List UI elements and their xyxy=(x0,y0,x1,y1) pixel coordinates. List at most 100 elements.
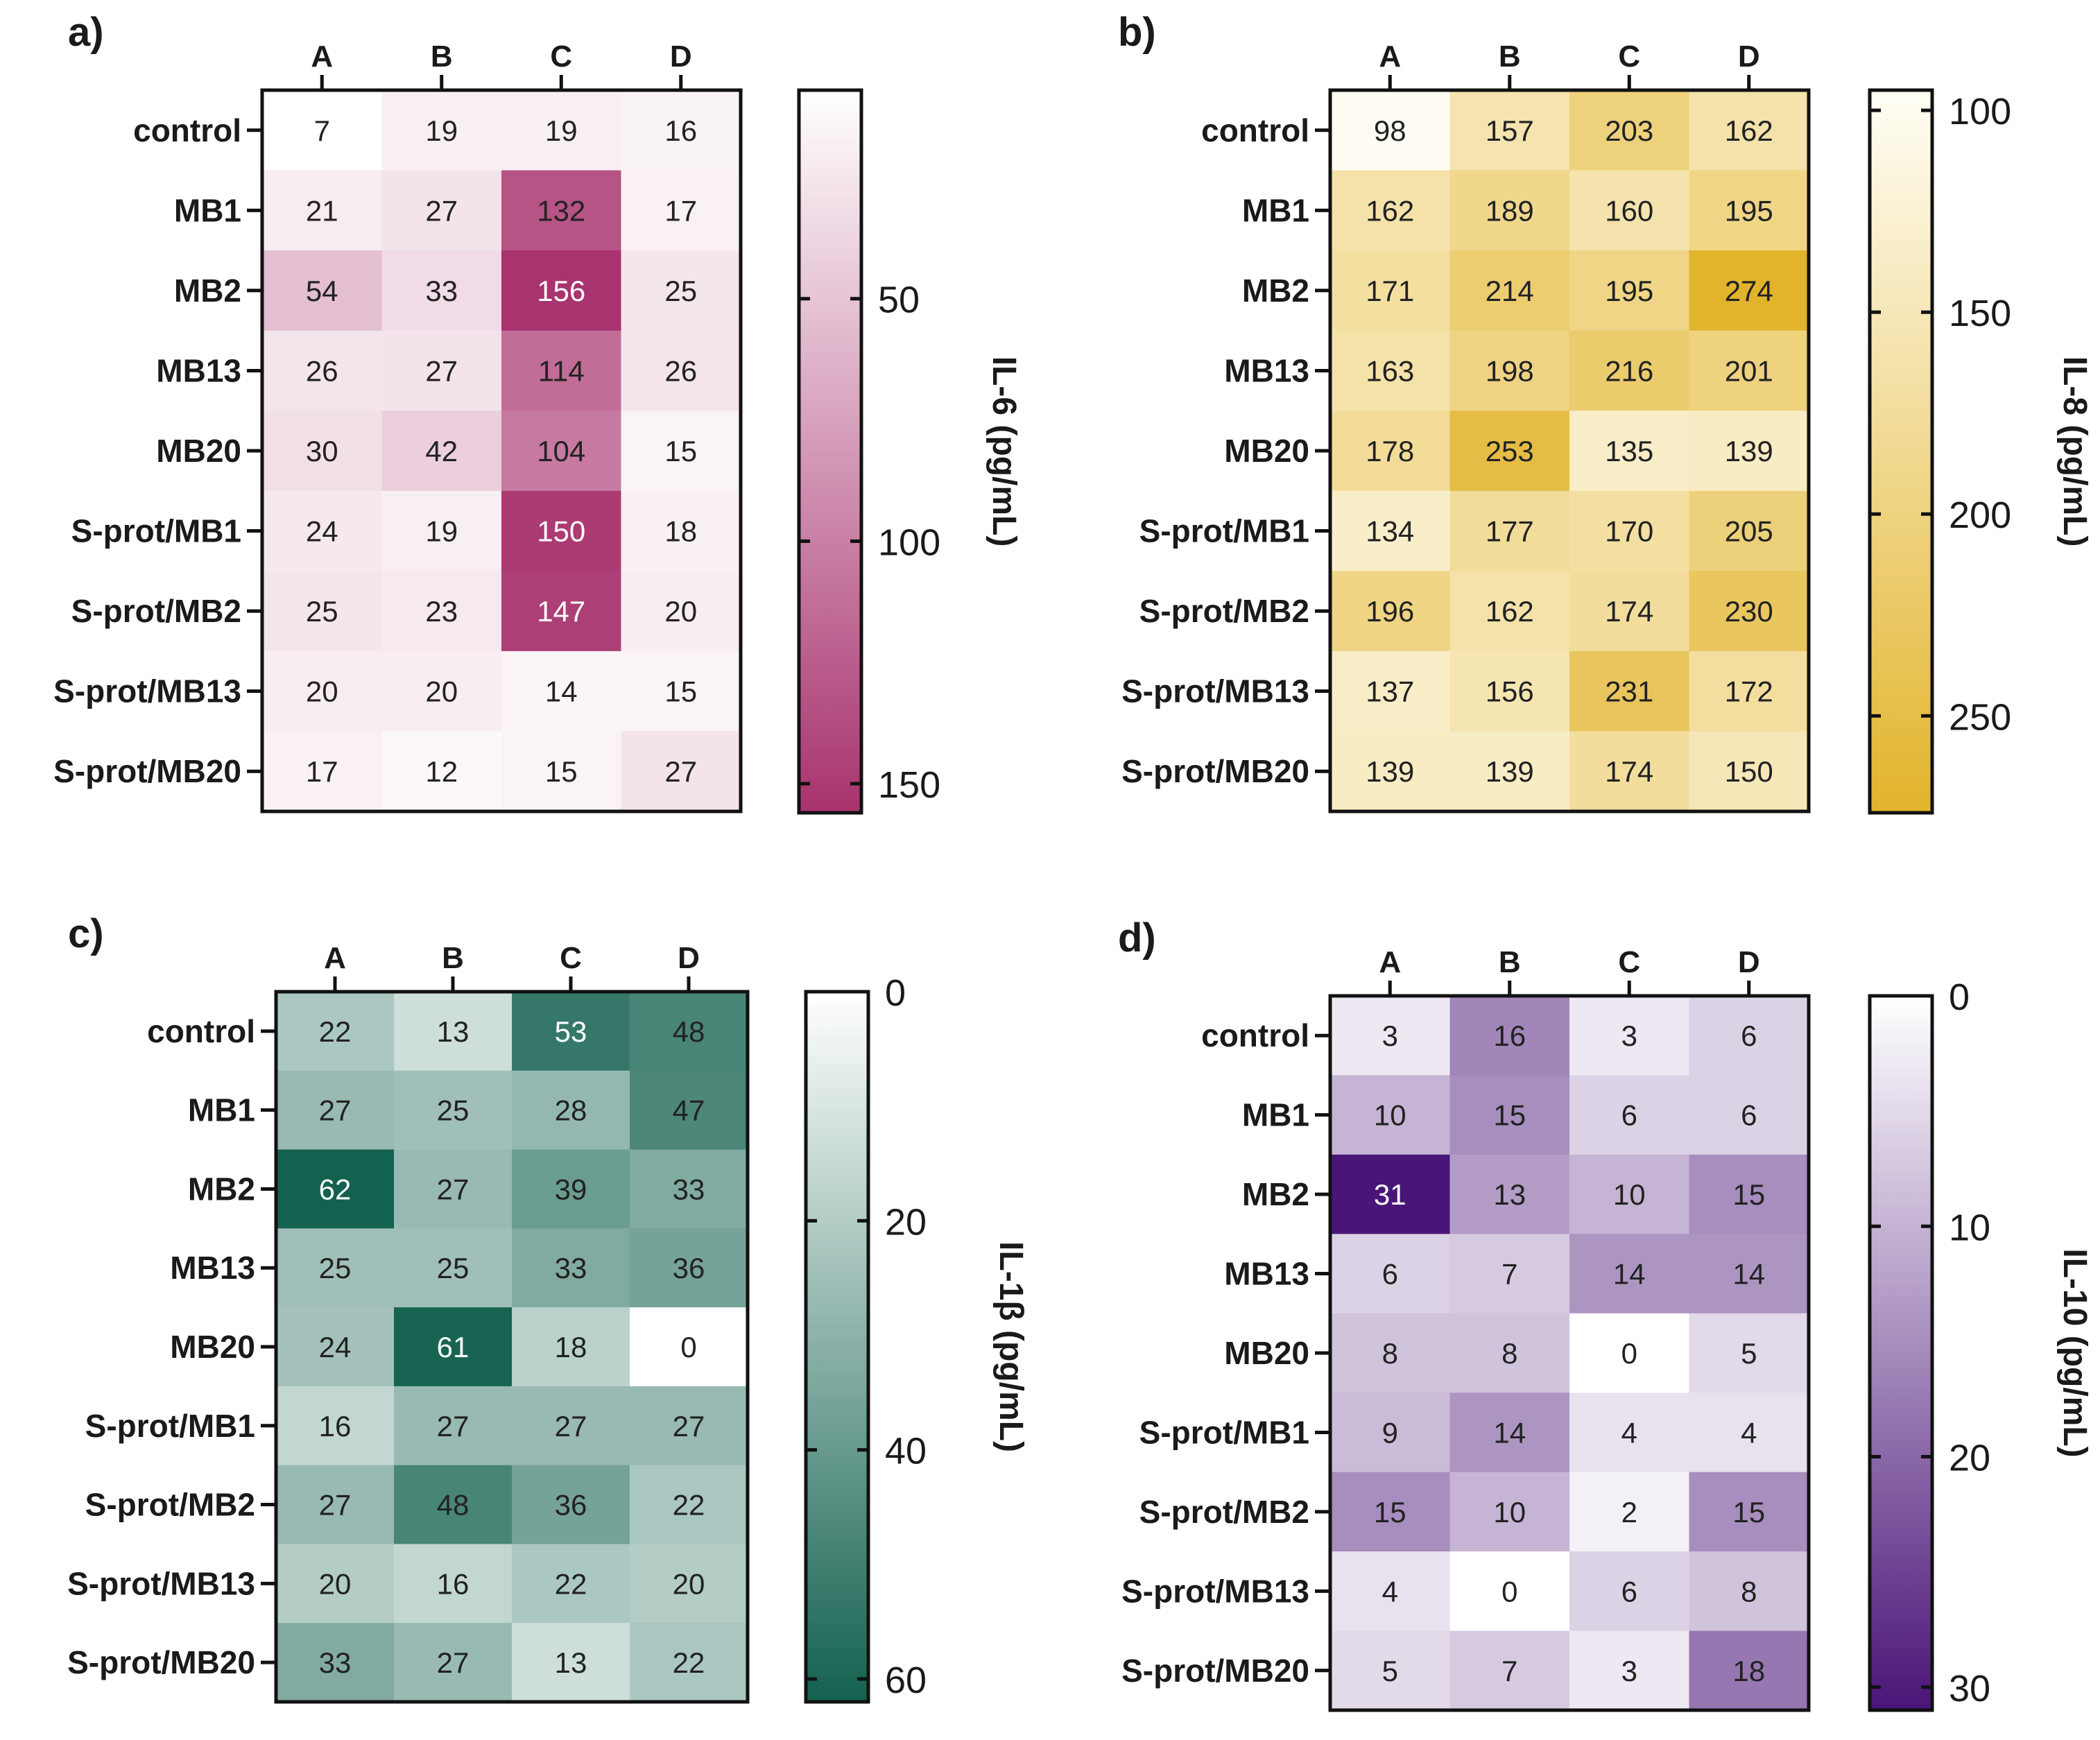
row-label: MB20 xyxy=(1224,433,1309,469)
cell-value: 27 xyxy=(319,1489,352,1522)
heatmap-cell xyxy=(1689,1393,1809,1473)
heatmap-cell xyxy=(394,992,513,1071)
cell-value: 10 xyxy=(1613,1178,1646,1211)
heatmap-cell xyxy=(381,731,502,812)
cell-value: 230 xyxy=(1725,595,1773,628)
cell-value: 98 xyxy=(1374,114,1406,147)
row-label: MB1 xyxy=(174,192,241,228)
heatmap-cell xyxy=(1689,250,1809,331)
cell-value: 33 xyxy=(673,1173,705,1205)
heatmap-cell xyxy=(1449,1313,1570,1393)
heatmap-cell xyxy=(1449,651,1570,732)
column-label: B xyxy=(1499,945,1521,979)
cell-value: 104 xyxy=(537,435,585,467)
heatmap-cell xyxy=(1449,1630,1570,1711)
heatmap-cell xyxy=(1449,996,1570,1076)
row-label: S-prot/MB20 xyxy=(67,1644,255,1680)
cell-value: 21 xyxy=(306,194,338,227)
cell-value: 33 xyxy=(555,1252,587,1284)
heatmap-cell xyxy=(381,170,502,251)
row-label: MB13 xyxy=(156,352,241,388)
heatmap-cell xyxy=(1569,90,1689,171)
heatmap-cell xyxy=(1569,1551,1689,1632)
cell-value: 27 xyxy=(319,1094,352,1127)
heatmap-cell xyxy=(381,490,502,571)
column-label: A xyxy=(1379,945,1401,979)
heatmap-cell xyxy=(1330,1472,1450,1552)
cell-value: 13 xyxy=(555,1646,587,1679)
heatmap-cell xyxy=(501,490,621,571)
colorbar xyxy=(1868,994,1934,1712)
cell-value: 36 xyxy=(673,1252,705,1284)
heatmap-cell xyxy=(1330,1234,1450,1314)
cell-value: 15 xyxy=(1493,1099,1526,1132)
cell-value: 8 xyxy=(1501,1337,1517,1370)
cell-value: 17 xyxy=(306,755,338,788)
row-label: control xyxy=(1201,1017,1309,1053)
panel-label: b) xyxy=(1118,10,1156,55)
cell-value: 4 xyxy=(1621,1416,1637,1449)
heatmap-cell xyxy=(512,1465,630,1544)
heatmap-cell xyxy=(276,1465,395,1544)
cell-value: 134 xyxy=(1366,515,1414,548)
colorbar-tick-label: 20 xyxy=(1949,1438,1990,1479)
cell-value: 33 xyxy=(425,275,458,307)
cell-value: 4 xyxy=(1382,1575,1398,1608)
cell-value: 22 xyxy=(319,1015,352,1048)
heatmap-cell xyxy=(630,1623,748,1703)
cell-value: 201 xyxy=(1725,354,1773,387)
cell-value: 162 xyxy=(1366,194,1414,227)
row-label: MB2 xyxy=(188,1171,255,1207)
heatmap-cell xyxy=(381,651,502,732)
panel-label: d) xyxy=(1118,915,1156,961)
cell-value: 39 xyxy=(555,1173,587,1205)
heatmap-cell xyxy=(262,571,382,652)
heatmap-cell xyxy=(1689,330,1809,411)
cell-value: 27 xyxy=(555,1410,587,1442)
heatmap-cell xyxy=(1569,170,1689,251)
heatmap-cell xyxy=(1689,996,1809,1076)
cell-value: 3 xyxy=(1621,1655,1637,1687)
cell-value: 10 xyxy=(1493,1496,1526,1528)
row-label: S-prot/MB1 xyxy=(1139,513,1309,549)
column-label: D xyxy=(1738,945,1760,979)
heatmap-cell xyxy=(501,250,621,331)
cell-value: 163 xyxy=(1366,354,1414,387)
cell-value: 33 xyxy=(319,1646,352,1679)
colorbar-tick-label: 0 xyxy=(885,972,906,1014)
cell-value: 25 xyxy=(306,595,338,628)
heatmap-cell xyxy=(621,651,741,732)
cell-value: 16 xyxy=(664,114,697,147)
cell-value: 162 xyxy=(1486,595,1534,628)
colorbar-title: IL-1β (pg/mL) xyxy=(992,1241,1029,1452)
colorbar-tick-label: 150 xyxy=(1949,293,2011,334)
colorbar-tick-label: 30 xyxy=(1949,1668,1990,1709)
heatmap-cell xyxy=(1330,1154,1450,1234)
heatmap-cell xyxy=(1689,1630,1809,1711)
cell-value: 216 xyxy=(1605,354,1653,387)
cell-value: 189 xyxy=(1486,194,1534,227)
column-label: C xyxy=(1618,40,1640,74)
row-label: S-prot/MB13 xyxy=(1121,673,1309,709)
heatmap-cell xyxy=(1569,1234,1689,1314)
heatmap-cell xyxy=(1449,411,1570,492)
heatmap-cell xyxy=(394,1228,513,1308)
cell-value: 62 xyxy=(319,1173,352,1205)
cell-value: 22 xyxy=(555,1567,587,1600)
heatmap-cell xyxy=(1449,490,1570,571)
heatmap-cell xyxy=(621,330,741,411)
cell-value: 7 xyxy=(1501,1655,1517,1687)
heatmap-cell xyxy=(630,1544,748,1623)
heatmap-cell xyxy=(512,1228,630,1308)
panel-b-il8: b) 98 157 203 162 162 189 160 195 171 214 195 274 163… xyxy=(1118,10,2093,815)
cell-value: 27 xyxy=(437,1410,470,1442)
cell-value: 15 xyxy=(664,435,697,467)
cell-value: 27 xyxy=(437,1646,470,1679)
heatmap-cell xyxy=(1569,1154,1689,1234)
row-label: control xyxy=(147,1013,255,1049)
heatmap-cell xyxy=(621,170,741,251)
heatmap-cell xyxy=(1449,1393,1570,1473)
column-label: D xyxy=(1738,40,1760,74)
heatmap-cell xyxy=(381,90,502,171)
heatmap-cell xyxy=(1449,1472,1570,1552)
